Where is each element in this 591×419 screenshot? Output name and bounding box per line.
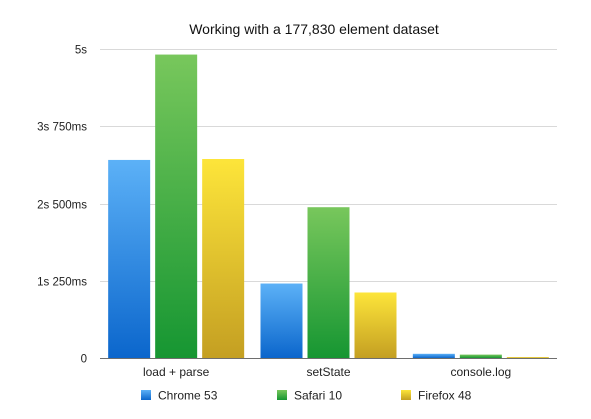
- legend-label-firefox-48: Firefox 48: [418, 389, 472, 403]
- y-tick-label: 0: [81, 354, 87, 366]
- chart-title: Working with a 177,830 element dataset: [189, 21, 439, 37]
- legend-swatch-firefox-48: [401, 390, 411, 400]
- y-tick-label: 1s 250ms: [37, 277, 87, 289]
- x-category-label: console.log: [450, 365, 511, 379]
- x-category-label: setState: [306, 365, 350, 379]
- bar-chrome-53-load-parse: [108, 159, 151, 358]
- y-tick-label: 2s 500ms: [37, 200, 87, 212]
- bar-chrome-53-setstate: [260, 283, 303, 358]
- x-category-label: load + parse: [143, 365, 210, 379]
- bar-safari-10-console-log: [459, 354, 502, 358]
- x-axis-categories: load + parse setState console.log: [143, 365, 511, 379]
- bars: [108, 54, 549, 358]
- legend-label-safari-10: Safari 10: [294, 389, 342, 403]
- legend-swatch-safari-10: [277, 390, 287, 400]
- y-tick-label: 5s: [75, 45, 87, 57]
- bar-chrome-53-console-log: [412, 353, 455, 358]
- legend: Chrome 53 Safari 10 Firefox 48: [141, 389, 472, 403]
- legend-label-chrome-53: Chrome 53: [158, 389, 218, 403]
- y-axis-ticks: 0 1s 250ms 2s 500ms 3s 750ms 5s: [37, 45, 87, 366]
- bar-safari-10-setstate: [307, 207, 350, 358]
- y-tick-label: 3s 750ms: [37, 122, 87, 134]
- bar-safari-10-load-parse: [155, 54, 198, 358]
- bar-firefox-48-load-parse: [202, 159, 245, 358]
- bar-firefox-48-console-log: [506, 357, 549, 358]
- legend-swatch-chrome-53: [141, 390, 151, 400]
- bar-firefox-48-setstate: [354, 292, 397, 358]
